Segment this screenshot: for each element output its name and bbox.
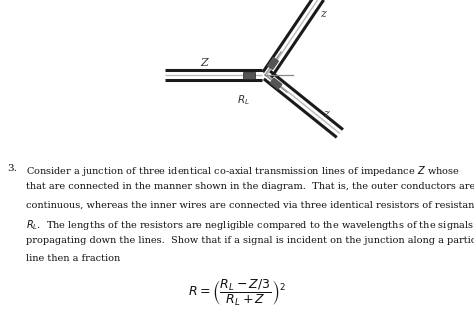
Text: z: z <box>323 109 329 119</box>
Text: Z: Z <box>200 58 208 68</box>
Text: Consider a junction of three identical co-axial transmission lines of impedance : Consider a junction of three identical c… <box>26 164 460 178</box>
Text: propagating down the lines.  Show that if a signal is incident on the junction a: propagating down the lines. Show that if… <box>26 236 474 245</box>
Text: $R_L$: $R_L$ <box>237 93 250 107</box>
Polygon shape <box>268 58 278 69</box>
Bar <box>243 72 255 78</box>
Text: $R_L$.  The lengths of the resistors are negligible compared to the wavelengths : $R_L$. The lengths of the resistors are … <box>26 218 474 232</box>
Polygon shape <box>270 78 282 89</box>
Text: 3.: 3. <box>7 164 17 173</box>
Text: line then a fraction: line then a fraction <box>26 254 120 263</box>
Text: z: z <box>320 9 326 19</box>
Text: that are connected in the manner shown in the diagram.  That is, the outer condu: that are connected in the manner shown i… <box>26 182 474 191</box>
Text: continuous, whereas the inner wires are connected via three identical resistors : continuous, whereas the inner wires are … <box>26 200 474 209</box>
Text: $R = \left(\dfrac{R_L - Z/3}{R_L + Z}\right)^2$: $R = \left(\dfrac{R_L - Z/3}{R_L + Z}\ri… <box>188 278 286 308</box>
